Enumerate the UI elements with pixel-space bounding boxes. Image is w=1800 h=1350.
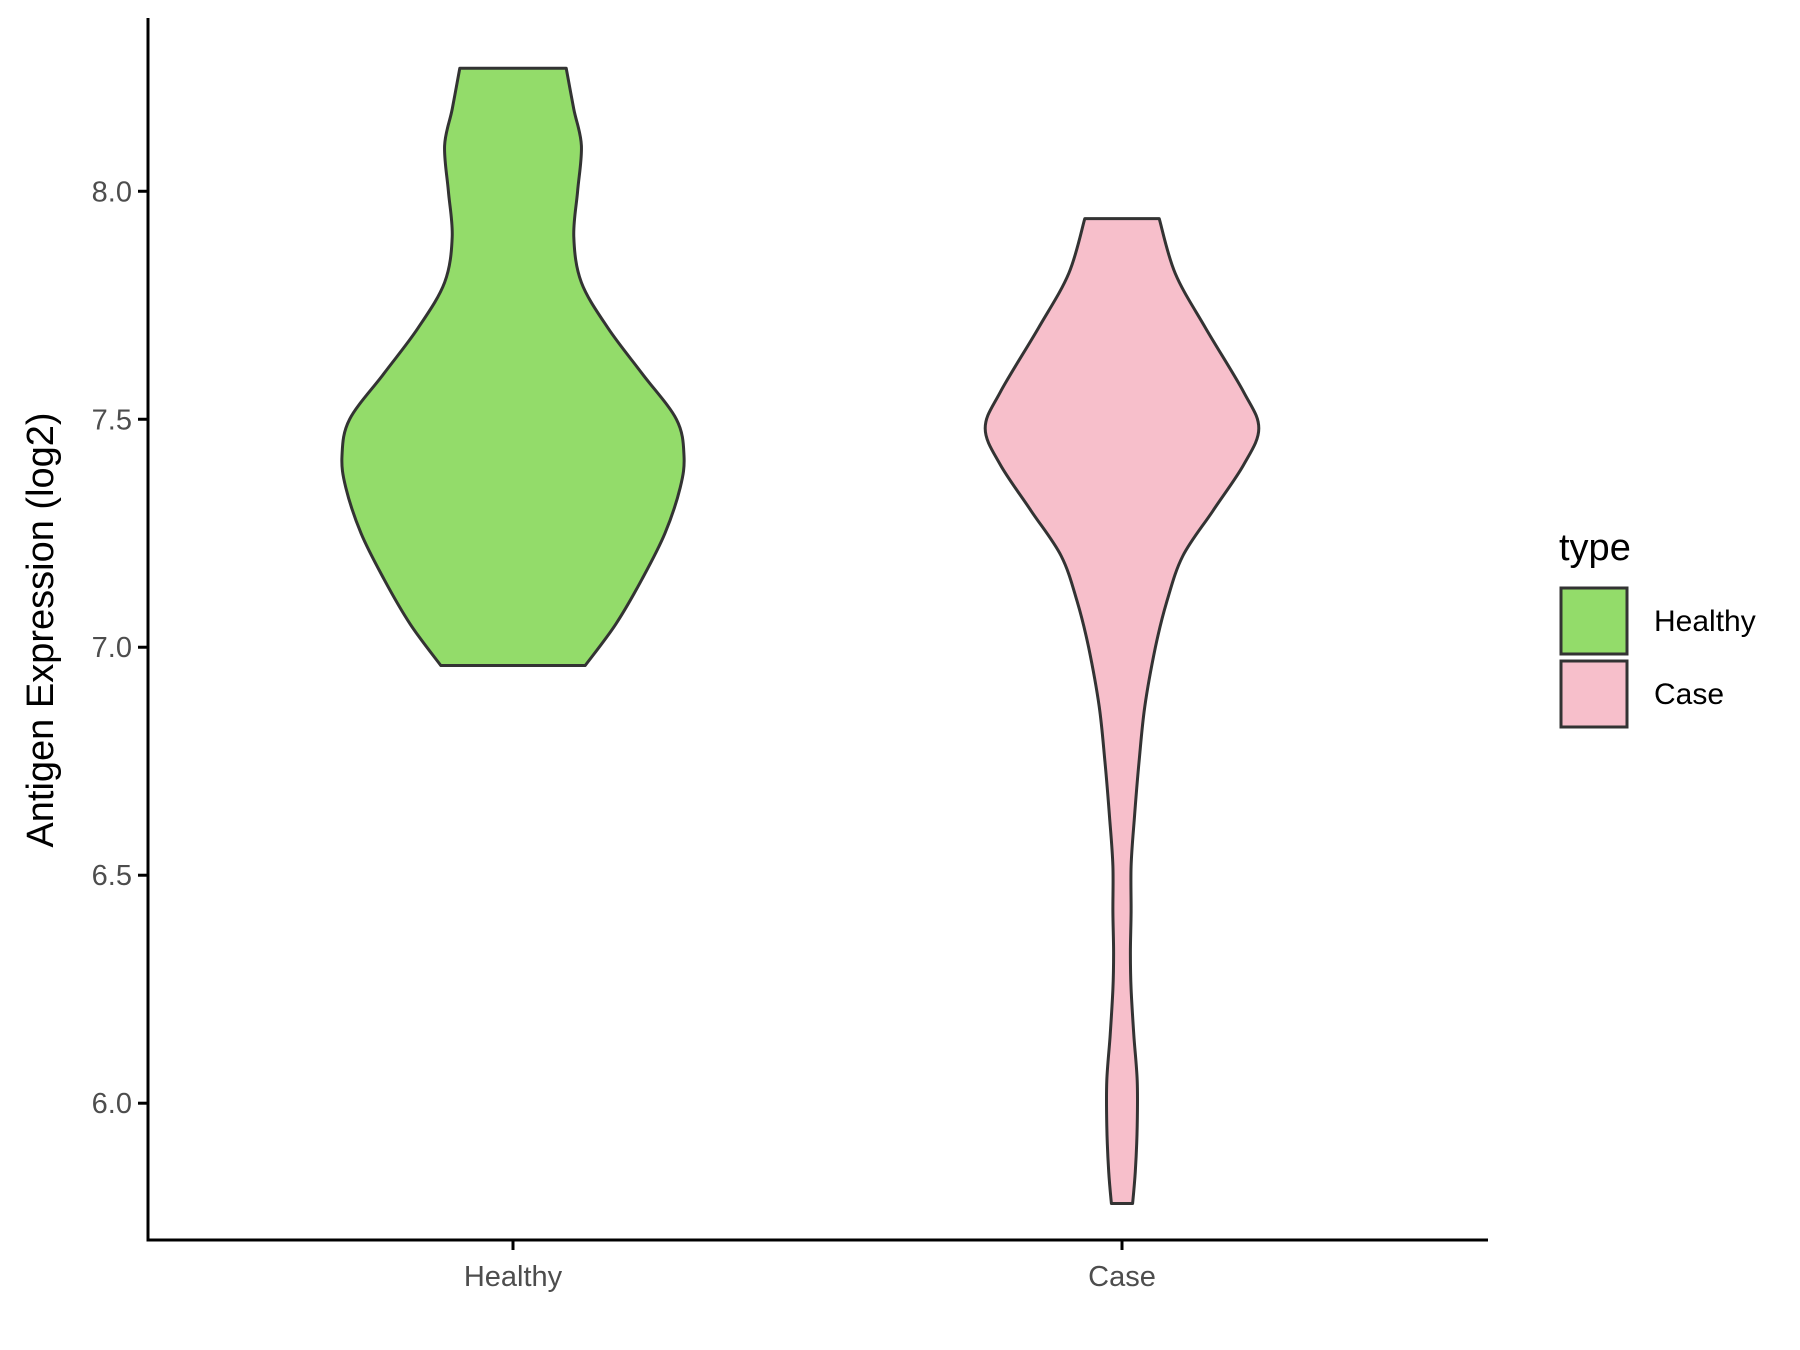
legend-title: type bbox=[1559, 527, 1631, 569]
y-tick-label: 7.5 bbox=[92, 404, 132, 436]
legend: type Healthy Case bbox=[1559, 527, 1756, 729]
x-tick-label: Case bbox=[1088, 1261, 1156, 1293]
legend-key-case bbox=[1559, 659, 1629, 729]
y-axis-ticks: 6.0 6.5 7.0 7.5 8.0 bbox=[92, 176, 148, 1120]
x-axis-ticks: Healthy Case bbox=[464, 1240, 1156, 1293]
legend-label-case: Case bbox=[1654, 678, 1724, 711]
violin-healthy bbox=[340, 66, 686, 667]
y-axis-title: Antigen Expression (log2) bbox=[20, 412, 62, 847]
x-tick-label: Healthy bbox=[464, 1261, 563, 1293]
y-tick-label: 6.5 bbox=[92, 860, 132, 892]
y-tick-label: 8.0 bbox=[92, 176, 132, 208]
y-tick-label: 6.0 bbox=[92, 1088, 132, 1120]
legend-label-healthy: Healthy bbox=[1654, 605, 1756, 638]
violin-layer bbox=[340, 66, 1261, 1205]
legend-key-healthy bbox=[1559, 586, 1629, 656]
violin-case bbox=[983, 217, 1261, 1205]
axes: 6.0 6.5 7.0 7.5 8.0 Healthy Case bbox=[92, 18, 1488, 1293]
y-tick-label: 7.0 bbox=[92, 632, 132, 664]
legend-items: Healthy Case bbox=[1559, 586, 1756, 729]
